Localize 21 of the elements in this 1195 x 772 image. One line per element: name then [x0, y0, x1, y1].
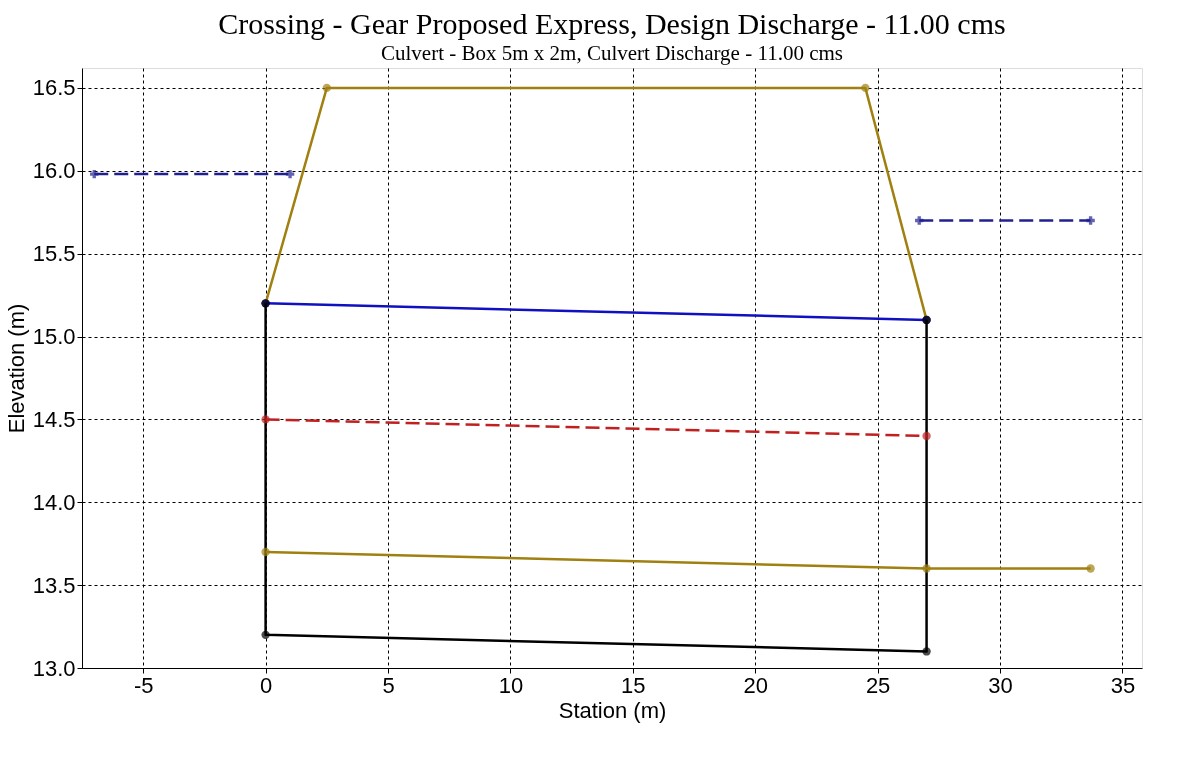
y-tick-label: 14.5 — [32, 406, 76, 432]
y-tick-label: 16.0 — [32, 158, 76, 184]
y-tick-label: 13.0 — [32, 655, 76, 681]
x-tick-label: 10 — [498, 672, 524, 698]
x-axis-title: Station (m) — [558, 697, 667, 723]
y-tick-label: 16.5 — [32, 75, 76, 101]
x-tick-label: 5 — [382, 672, 395, 698]
y-tick-label: 15.0 — [32, 324, 76, 350]
x-tick-label: 0 — [259, 672, 273, 698]
chart-title: Crossing - Gear Proposed Express, Design Discharge - 11.00 cms — [218, 7, 1006, 40]
x-tick-label: 15 — [621, 672, 646, 698]
x-tick-label: -5 — [133, 672, 154, 698]
x-tick-label: 35 — [1110, 672, 1136, 698]
x-tick-label: 25 — [865, 672, 891, 698]
y-tick-label: 14.0 — [32, 489, 76, 515]
chart-subtitle: Culvert - Box 5m x 2m, Culvert Discharge - 11.00 cms — [381, 41, 843, 65]
y-tick-label: 13.5 — [32, 572, 76, 598]
x-tick-label: 30 — [988, 672, 1013, 698]
x-tick-label: 20 — [743, 672, 768, 698]
y-tick-label: 15.5 — [32, 241, 76, 267]
y-axis-title: Elevation (m) — [3, 303, 29, 434]
